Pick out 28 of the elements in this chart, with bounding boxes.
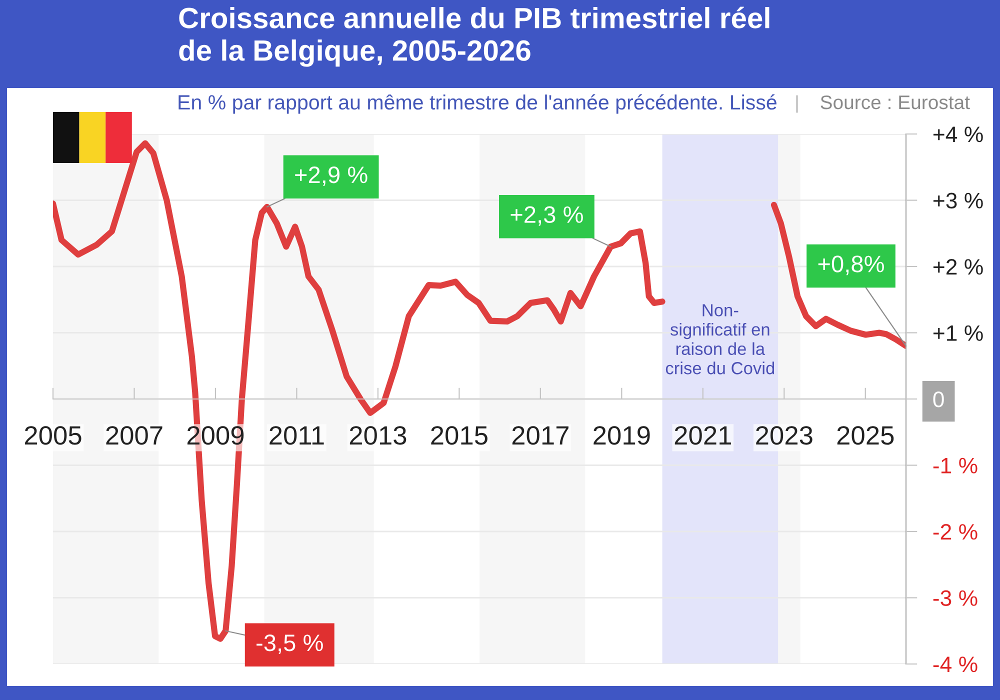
y-tick-label: +3 % (933, 192, 983, 209)
annotation: -3,5 % (256, 634, 323, 654)
band-label: Non- significatif en raison de la crise du Covid (666, 304, 774, 374)
x-tick-label: 2021 (674, 426, 731, 445)
y-tick-label: -1 % (933, 458, 978, 474)
chart-title: Croissance annuelle du PIB trimestriel réel de la Belgique, 2005-2026 (179, 6, 770, 67)
x-tick-label: 2013 (350, 426, 406, 445)
y-tick-label: 0 (933, 392, 944, 408)
source-note: Source : Eurostat (820, 95, 970, 110)
x-tick-label: 2025 (837, 426, 894, 445)
x-tick-label: 2005 (24, 426, 82, 445)
chart-subtitle: En % par rapport au même trimestre de l'année précédente. Lissé (178, 94, 776, 114)
annotation: +2,3 % (510, 206, 583, 226)
x-tick-label: 2015 (431, 426, 488, 445)
y-tick-label: -4 % (933, 656, 978, 672)
x-tick-label: 2007 (106, 426, 162, 445)
x-tick-label: 2011 (270, 426, 324, 445)
annotation: +2,9 % (295, 166, 368, 186)
x-tick-label: 2017 (512, 426, 568, 445)
x-tick-label: 2023 (756, 426, 812, 445)
x-tick-label: 2009 (187, 426, 244, 445)
y-tick-label: -3 % (933, 590, 978, 606)
y-tick-label: +4 % (933, 126, 983, 142)
y-tick-label: -2 % (933, 524, 978, 540)
annotation: +0,8% (818, 256, 884, 276)
x-tick-label: 2019 (594, 426, 650, 445)
y-tick-label: +2 % (933, 259, 983, 275)
y-tick-label: +1 % (933, 325, 983, 341)
